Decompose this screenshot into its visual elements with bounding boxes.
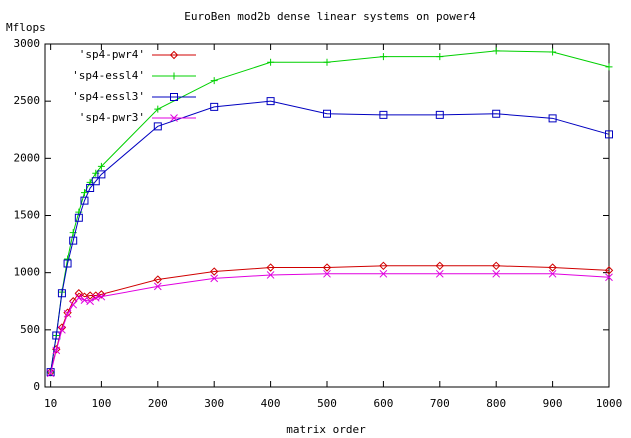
point: [91, 177, 100, 186]
legend-label: 'sp4-essl4': [72, 69, 145, 82]
point: [80, 189, 88, 197]
y-tick-label: 2500: [14, 94, 41, 107]
point: [549, 48, 557, 56]
point: [379, 261, 388, 271]
point: [605, 130, 613, 139]
x-tick-label: 400: [261, 397, 281, 410]
point: [266, 263, 275, 272]
x-tick-label: 100: [91, 397, 111, 410]
series-line: [50, 265, 610, 373]
point: [153, 275, 163, 284]
x-tick-label: 700: [430, 397, 450, 410]
point: [605, 63, 613, 71]
point: [153, 282, 162, 291]
x-tick-label: 10: [44, 397, 57, 410]
point: [492, 109, 501, 118]
point: [491, 261, 501, 271]
series-line: [50, 100, 610, 373]
point: [435, 269, 444, 278]
point: [604, 266, 614, 275]
y-tick-label: 3000: [14, 37, 41, 50]
point: [435, 110, 444, 119]
point: [322, 263, 332, 272]
point: [97, 162, 105, 170]
point: [548, 263, 557, 272]
point: [57, 289, 66, 298]
x-tick-label: 200: [148, 397, 168, 410]
x-tick-label: 800: [486, 397, 506, 410]
chart-title: EuroBen mod2b dense linear systems on po…: [184, 10, 476, 23]
point: [266, 97, 275, 106]
y-tick-label: 1500: [14, 209, 41, 222]
point: [210, 102, 219, 111]
point: [64, 255, 72, 263]
y-tick-label: 0: [33, 380, 40, 393]
legend-marker: [170, 114, 178, 122]
x-tick-label: 600: [373, 397, 393, 410]
point: [323, 269, 331, 278]
x-axis-label: matrix order: [286, 423, 366, 436]
legend-label: 'sp4-pwr4': [79, 48, 145, 61]
point: [74, 293, 83, 302]
y-tick-label: 1000: [14, 266, 41, 279]
point: [97, 292, 106, 301]
point: [86, 184, 95, 193]
x-tick-label: 1000: [596, 397, 623, 410]
point: [97, 290, 106, 299]
point: [209, 267, 219, 276]
point: [69, 300, 78, 309]
point: [266, 271, 275, 279]
point: [267, 58, 275, 66]
point: [74, 213, 83, 222]
y-tick-label: 500: [20, 323, 40, 336]
plot-border: [44, 43, 610, 388]
point: [210, 77, 218, 85]
legend-marker: [169, 50, 179, 60]
legend-label: 'sp4-pwr3': [79, 111, 145, 124]
point: [97, 170, 106, 179]
point: [154, 105, 162, 113]
legend-marker: [170, 72, 178, 80]
x-tick-label: 300: [204, 397, 224, 410]
x-tick-label: 500: [317, 397, 337, 410]
point: [46, 369, 55, 378]
point: [74, 289, 84, 298]
point: [435, 261, 445, 271]
point: [69, 236, 78, 245]
point: [492, 269, 501, 278]
point: [548, 269, 557, 278]
point: [210, 274, 219, 283]
point: [80, 196, 89, 205]
point: [323, 109, 331, 118]
point: [52, 346, 61, 355]
x-tick-label: 900: [543, 397, 563, 410]
point: [379, 53, 387, 61]
point: [323, 58, 331, 66]
point: [548, 114, 557, 123]
y-tick-label: 2000: [14, 151, 41, 164]
point: [379, 269, 388, 278]
point: [58, 325, 66, 334]
point: [86, 297, 94, 306]
point: [605, 273, 613, 282]
point: [63, 259, 72, 268]
point: [63, 309, 72, 318]
y-axis-label: Mflops: [6, 21, 46, 34]
point: [436, 53, 444, 61]
point: [153, 122, 162, 131]
legend-marker: [170, 93, 178, 101]
legend-label: 'sp4-essl3': [72, 90, 145, 103]
point: [492, 47, 500, 55]
point: [379, 110, 388, 119]
